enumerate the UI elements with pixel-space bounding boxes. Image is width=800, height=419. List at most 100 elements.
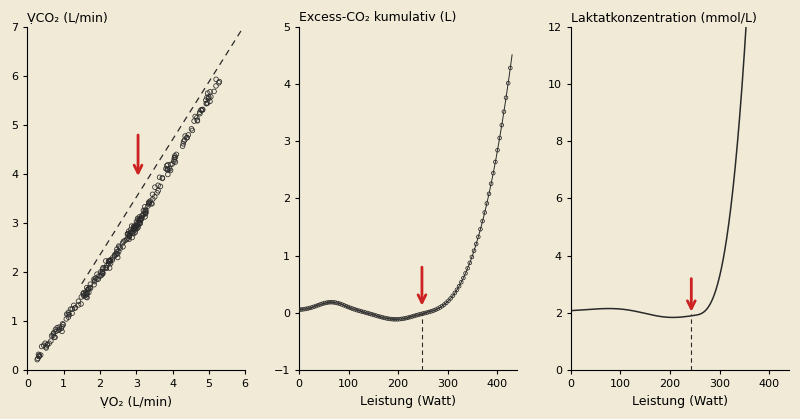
- Point: [152, 182, 165, 189]
- Point: [93, 273, 106, 279]
- Point: [210, 76, 222, 83]
- Point: [100, 265, 113, 272]
- Point: [366, 311, 378, 318]
- Point: [106, 256, 118, 263]
- Point: [423, 308, 436, 315]
- Point: [386, 316, 399, 323]
- Point: [299, 305, 312, 312]
- Point: [78, 292, 90, 298]
- Point: [130, 218, 143, 225]
- Point: [122, 231, 134, 238]
- Point: [417, 310, 430, 317]
- Point: [159, 166, 172, 172]
- Point: [425, 308, 438, 315]
- Point: [123, 233, 136, 240]
- Point: [45, 338, 58, 344]
- Point: [75, 294, 88, 300]
- Point: [52, 327, 65, 334]
- Point: [124, 229, 137, 236]
- Point: [200, 100, 213, 107]
- Point: [74, 300, 87, 307]
- Point: [131, 222, 144, 229]
- Point: [129, 227, 142, 233]
- Point: [62, 314, 75, 321]
- Point: [329, 299, 342, 306]
- Point: [133, 220, 146, 227]
- Point: [139, 207, 152, 213]
- Point: [50, 324, 63, 331]
- Point: [310, 303, 322, 309]
- Point: [195, 107, 208, 114]
- Point: [103, 257, 116, 264]
- Point: [161, 166, 174, 173]
- Point: [138, 203, 151, 210]
- Point: [132, 224, 145, 230]
- Point: [77, 290, 90, 297]
- Point: [331, 300, 344, 306]
- Point: [139, 210, 152, 217]
- Point: [146, 196, 159, 202]
- Point: [136, 213, 149, 220]
- Point: [67, 302, 80, 309]
- Point: [442, 297, 455, 304]
- Point: [88, 278, 101, 285]
- Point: [338, 302, 350, 309]
- Point: [110, 248, 123, 255]
- Point: [205, 93, 218, 100]
- Text: Excess-CO₂ kumulativ (L): Excess-CO₂ kumulativ (L): [299, 11, 457, 24]
- Point: [41, 341, 54, 348]
- Point: [334, 300, 346, 307]
- Point: [450, 286, 463, 293]
- Point: [135, 215, 148, 221]
- Point: [30, 356, 43, 363]
- Point: [150, 189, 163, 196]
- Point: [314, 301, 327, 308]
- Point: [306, 304, 318, 311]
- Point: [139, 208, 152, 215]
- Point: [393, 316, 406, 323]
- Point: [208, 88, 221, 95]
- Point: [178, 138, 190, 145]
- Point: [370, 312, 382, 319]
- Point: [153, 174, 166, 181]
- Point: [126, 234, 138, 241]
- Point: [189, 113, 202, 120]
- Point: [169, 153, 182, 159]
- Point: [78, 293, 90, 300]
- Point: [389, 316, 402, 323]
- Point: [466, 253, 478, 260]
- Point: [472, 233, 485, 240]
- Point: [84, 281, 97, 287]
- Point: [142, 203, 154, 210]
- Point: [56, 328, 69, 335]
- Text: Laktatkonzentration (mmol/L): Laktatkonzentration (mmol/L): [571, 11, 757, 24]
- Point: [113, 244, 126, 251]
- Point: [97, 264, 110, 271]
- Point: [494, 134, 506, 141]
- Point: [127, 225, 140, 231]
- Point: [120, 236, 133, 243]
- Point: [156, 175, 169, 182]
- Point: [213, 78, 226, 85]
- Point: [131, 215, 144, 222]
- Point: [135, 215, 148, 222]
- Point: [83, 284, 96, 291]
- Point: [202, 95, 215, 102]
- Point: [38, 340, 51, 347]
- Point: [190, 114, 203, 121]
- Point: [455, 279, 468, 286]
- Point: [408, 313, 421, 319]
- Point: [382, 316, 395, 322]
- Point: [201, 94, 214, 101]
- Point: [117, 238, 130, 245]
- Point: [476, 218, 489, 225]
- Point: [66, 310, 78, 316]
- Point: [42, 340, 55, 347]
- Point: [146, 191, 159, 198]
- Point: [489, 158, 502, 165]
- Point: [82, 286, 95, 292]
- X-axis label: Leistung (Watt): Leistung (Watt): [632, 395, 728, 408]
- Point: [53, 324, 66, 331]
- Point: [35, 343, 48, 350]
- Point: [89, 275, 102, 282]
